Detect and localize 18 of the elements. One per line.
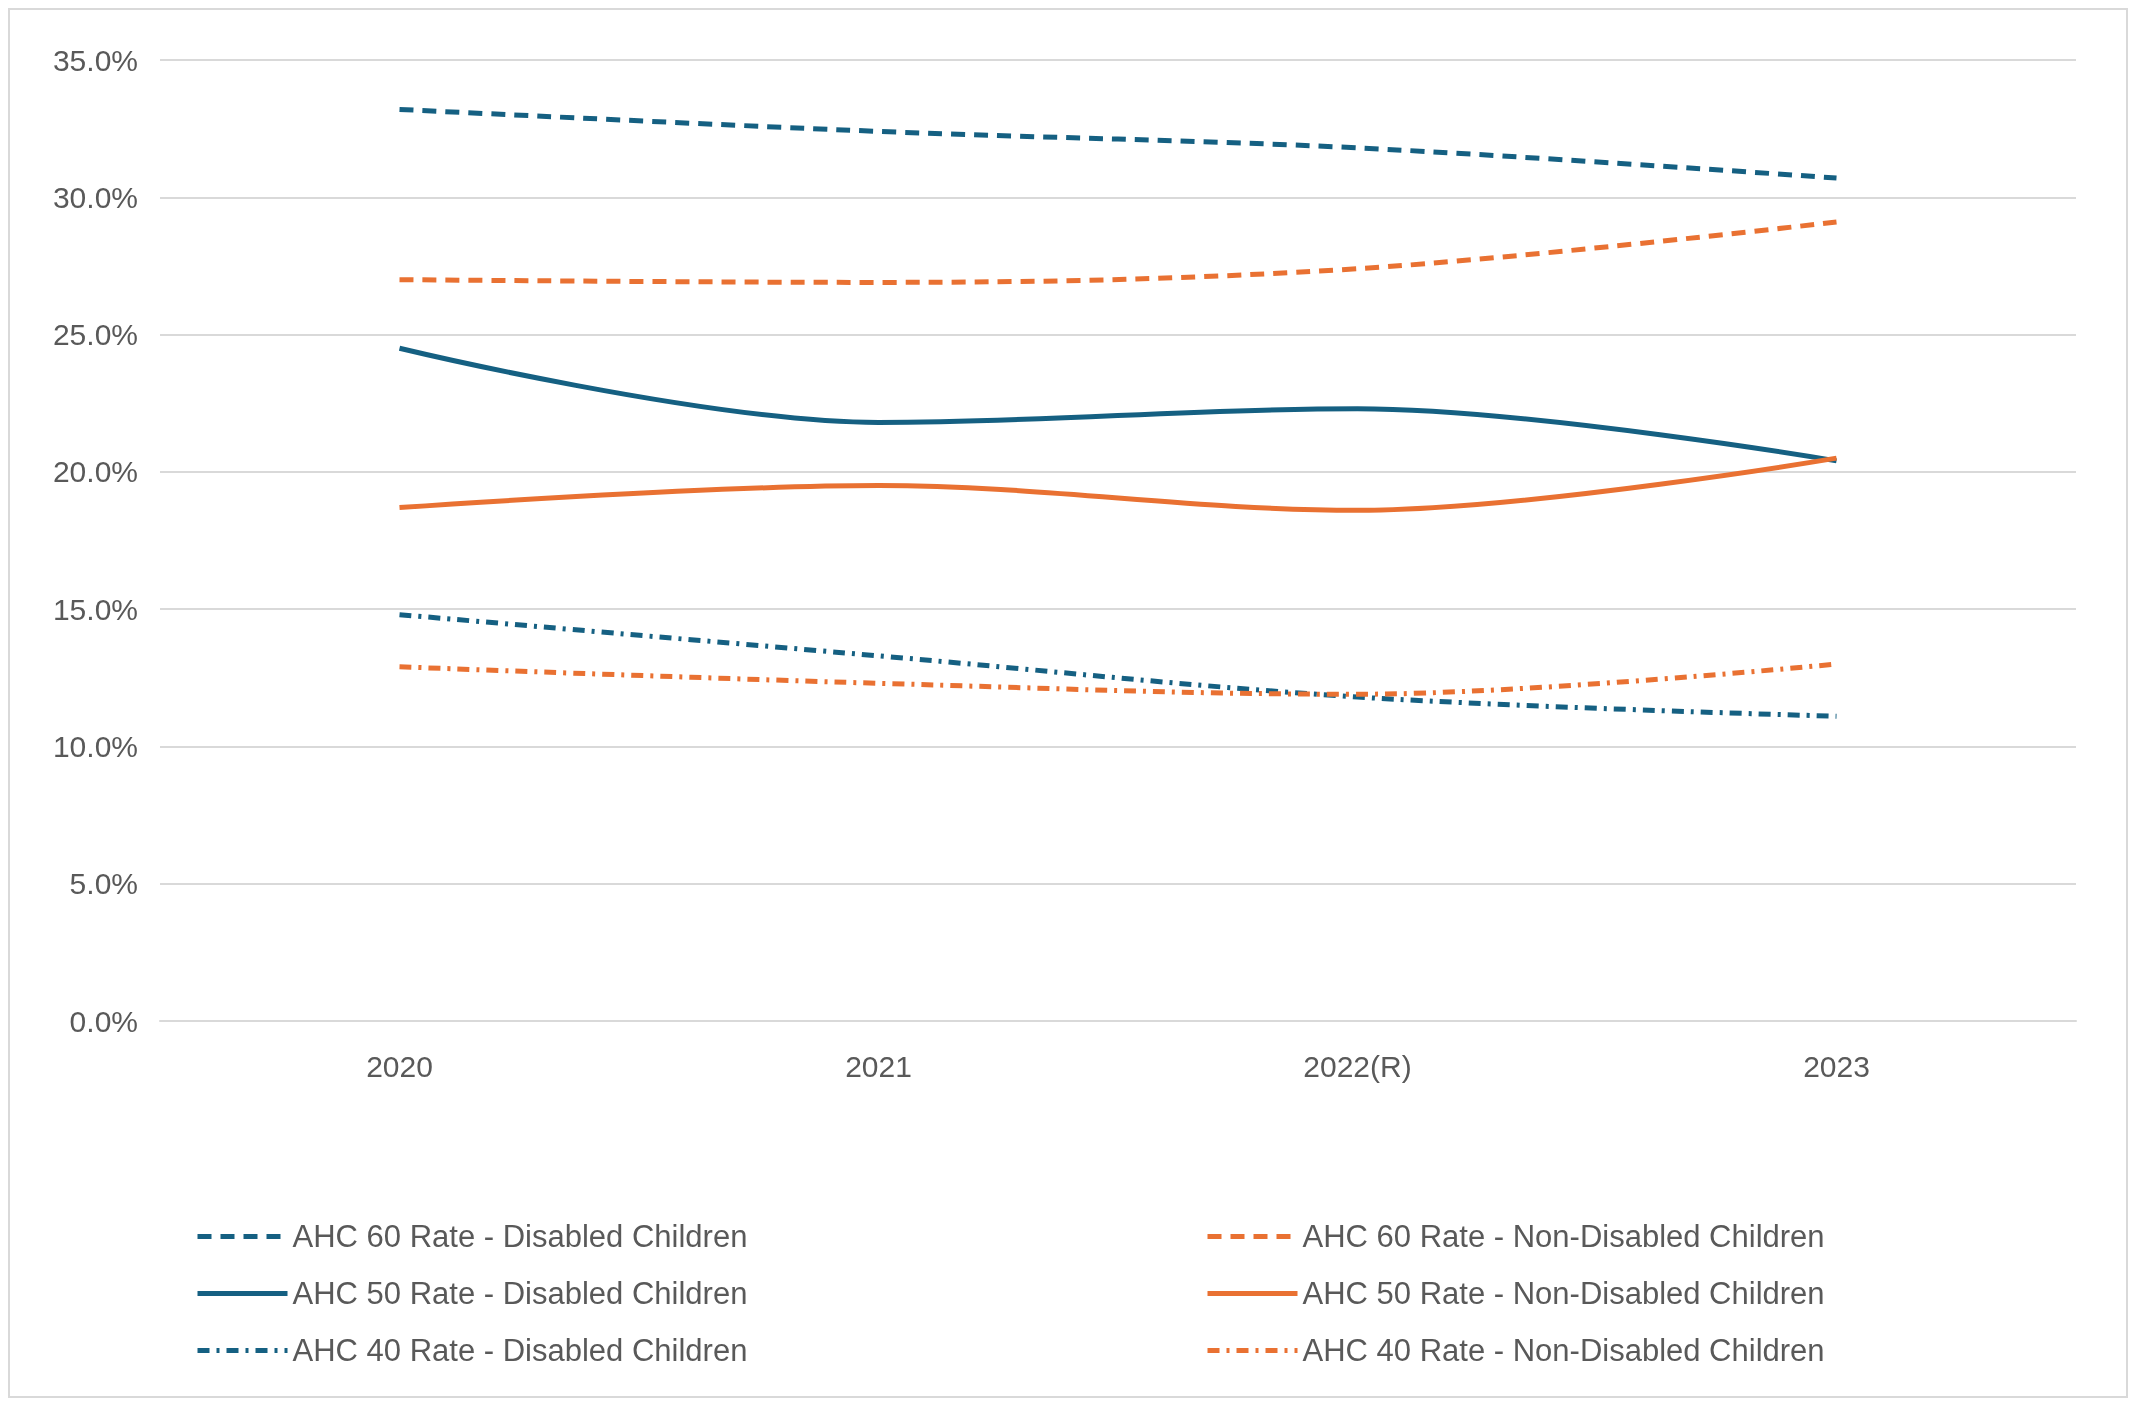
- y-tick-label: 30.0%: [52, 180, 138, 214]
- legend-label: AHC 50 Rate - Disabled Children: [292, 1276, 748, 1311]
- y-tick-label: 35.0%: [52, 43, 138, 77]
- y-tick-label: 25.0%: [52, 318, 138, 352]
- x-tick-label: 2020: [366, 1049, 433, 1083]
- legend-label: AHC 60 Rate - Disabled Children: [292, 1219, 748, 1254]
- y-tick-label: 10.0%: [52, 729, 138, 763]
- legend-label: AHC 40 Rate - Non-Disabled Children: [1302, 1333, 1825, 1368]
- legend-label: AHC 40 Rate - Disabled Children: [292, 1333, 748, 1368]
- y-tick-label: 20.0%: [52, 455, 138, 489]
- legend-label: AHC 60 Rate - Non-Disabled Children: [1302, 1219, 1825, 1254]
- x-tick-label: 2021: [845, 1049, 912, 1083]
- y-tick-label: 0.0%: [69, 1004, 138, 1038]
- legend-label: AHC 50 Rate - Non-Disabled Children: [1302, 1276, 1825, 1311]
- x-tick-label: 2023: [1803, 1049, 1870, 1083]
- x-tick-label: 2022(R): [1303, 1049, 1412, 1083]
- y-tick-label: 15.0%: [52, 592, 138, 626]
- y-tick-label: 5.0%: [69, 867, 138, 901]
